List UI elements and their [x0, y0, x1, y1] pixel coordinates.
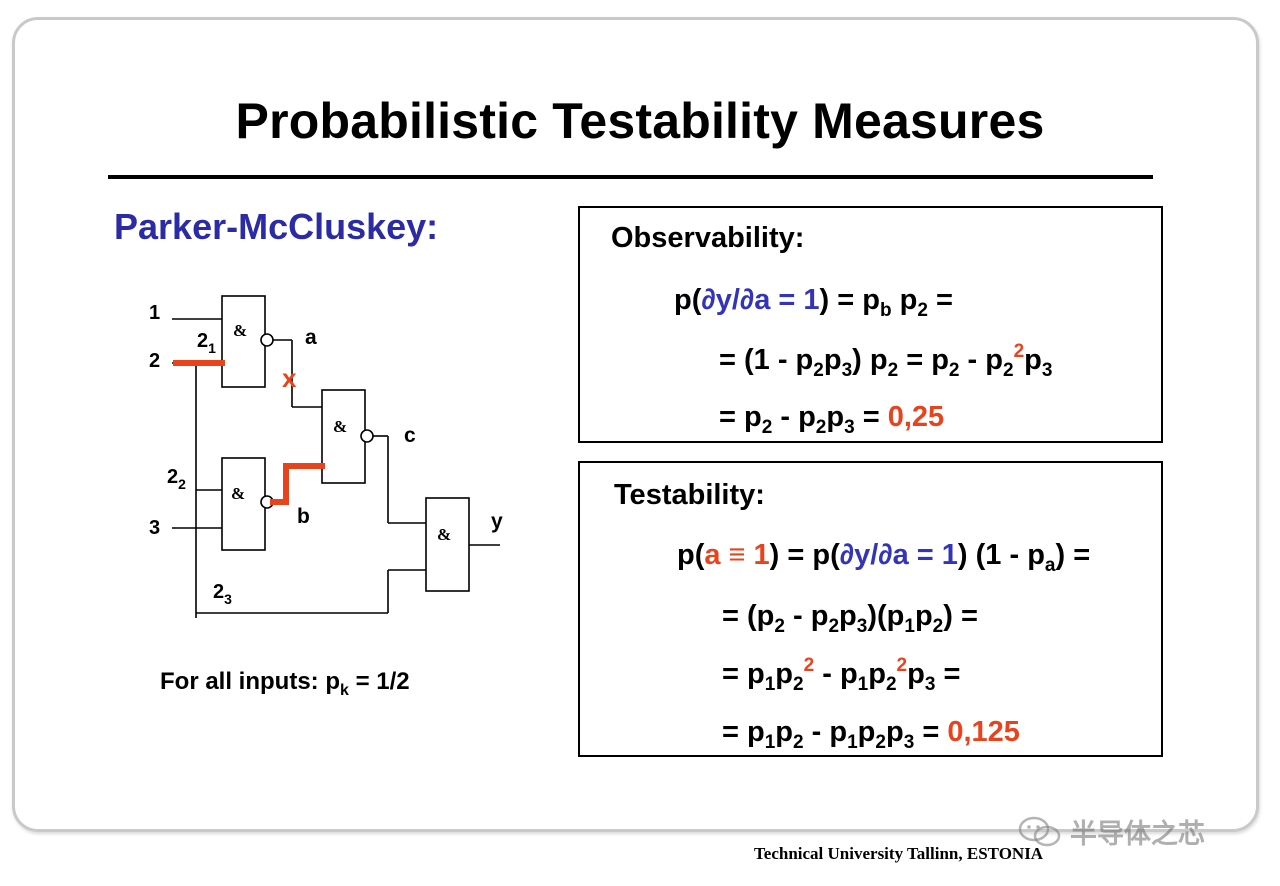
label-signal-c: c — [404, 424, 416, 447]
inverter-bubble-c — [360, 429, 374, 443]
gate-symbol-3: & — [231, 484, 245, 503]
testability-eq-3: = p1p22 - p1p22p3 = — [722, 655, 961, 695]
and-gate-4 — [425, 497, 470, 592]
wechat-icon — [1018, 816, 1061, 846]
and-gate-3 — [221, 457, 266, 551]
slide-title: Probabilistic Testability Measures — [235, 93, 1045, 149]
testability-eq-2: = (p2 - p2p3)(p1p2) = — [722, 600, 978, 637]
logic-circuit-diagram: x & & & & 1 2 3 21 22 23 a b c y — [149, 295, 503, 618]
testability-box: Testability: p(a ≡ 1) = p(∂y/∂a = 1) (1 … — [578, 461, 1163, 757]
title-divider — [108, 175, 1153, 179]
observability-eq-2: = (1 - p2p3) p2 = p2 - p22p3 — [719, 341, 1053, 381]
label-signal-b: b — [297, 505, 310, 528]
label-input-3: 3 — [149, 517, 160, 539]
observability-eq-3: = p2 - p2p3 = 0,25 — [719, 401, 945, 438]
footer-institution: Technical University Tallinn, ESTONIA — [754, 844, 1044, 863]
label-input-2: 2 — [149, 350, 160, 372]
gate-symbol-2: & — [333, 417, 347, 436]
testability-eq-1: p(a ≡ 1) = p(∂y/∂a = 1) (1 - pa) = — [677, 539, 1091, 576]
watermark-text: 半导体之芯 — [1070, 819, 1205, 849]
highlight-path-b — [270, 463, 325, 505]
fault-mark: x — [282, 363, 297, 393]
and-gate-1 — [221, 295, 266, 388]
and-gate-2 — [321, 389, 366, 484]
label-signal-a: a — [305, 326, 317, 349]
observability-box: Observability: p(∂y/∂a = 1) = pb p2 = = … — [578, 206, 1163, 443]
inverter-bubble-a — [260, 333, 274, 347]
label-signal-y: y — [491, 510, 503, 533]
input-probability-note: For all inputs: pk = 1/2 — [160, 668, 410, 699]
label-branch-2-3: 23 — [213, 581, 232, 607]
observability-title: Observability: — [611, 222, 805, 254]
testability-result: 0,125 — [947, 716, 1020, 748]
label-branch-2-1: 21 — [197, 330, 216, 356]
gate-symbol-1: & — [233, 321, 247, 340]
testability-eq-4: = p1p2 - p1p2p3 = 0,125 — [722, 716, 1020, 753]
slide-frame — [12, 17, 1259, 832]
label-input-1: 1 — [149, 302, 160, 324]
method-heading: Parker-McCluskey: — [114, 206, 439, 247]
gate-symbol-4: & — [437, 525, 451, 544]
label-branch-2-2: 22 — [167, 466, 186, 492]
observability-eq-1: p(∂y/∂a = 1) = pb p2 = — [674, 284, 953, 321]
watermark: 半导体之芯 — [1018, 812, 1205, 851]
testability-title: Testability: — [614, 479, 765, 511]
observability-result: 0,25 — [887, 401, 945, 433]
